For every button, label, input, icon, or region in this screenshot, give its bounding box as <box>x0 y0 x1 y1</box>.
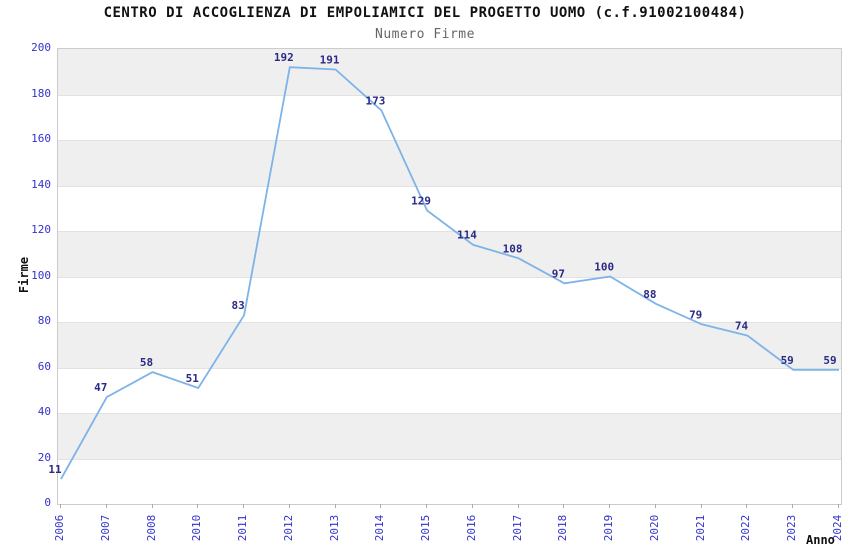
data-point-label: 173 <box>365 94 385 107</box>
x-tick-label: 2014 <box>373 514 387 542</box>
gridline <box>58 413 841 414</box>
gridline <box>58 322 841 323</box>
data-point-label: 58 <box>140 356 153 369</box>
plot-band <box>58 140 841 186</box>
x-tick-mark <box>380 504 382 508</box>
x-tick-mark <box>700 504 702 508</box>
gridline <box>58 94 841 96</box>
x-tick-label: 2007 <box>98 514 112 542</box>
x-tick-label: 2017 <box>510 514 524 542</box>
y-tick-label: 80 <box>37 314 51 327</box>
data-point-label: 11 <box>48 463 62 476</box>
data-point-label: 88 <box>643 288 656 301</box>
x-tick-mark <box>746 504 748 508</box>
x-tick-label: 2010 <box>190 514 204 542</box>
y-tick-label: 200 <box>31 41 51 54</box>
x-tick-mark <box>517 504 519 508</box>
x-tick-label: 2021 <box>693 514 707 542</box>
data-point-label: 108 <box>503 242 523 255</box>
y-tick-label: 40 <box>37 405 51 418</box>
data-point-label: 79 <box>689 308 702 321</box>
data-point-label: 83 <box>231 299 244 312</box>
plot-band <box>58 49 841 95</box>
x-tick-mark <box>151 504 153 508</box>
x-tick-label: 2023 <box>785 514 799 542</box>
y-tick-label: 120 <box>31 223 51 236</box>
plot-area: 11 47 58 51 83 192 191 173 129 114 108 97 100 88 79 74 5… <box>48 48 842 505</box>
y-tick-label: 100 <box>31 268 51 282</box>
x-tick-mark <box>105 504 107 508</box>
x-tick-label: 2016 <box>464 514 478 542</box>
gridline <box>58 231 841 232</box>
x-tick-mark <box>197 504 199 508</box>
line-series-canvas: 11 47 58 51 83 192 191 173 129 114 108 97 100 88 79 74 5… <box>48 51 839 480</box>
gridline <box>58 276 841 278</box>
plot-band <box>58 367 841 413</box>
plot-band <box>58 322 841 368</box>
plot-band <box>58 276 841 322</box>
data-point-label: 51 <box>186 372 200 385</box>
data-point-label: 47 <box>94 381 107 394</box>
data-point-label: 129 <box>411 195 431 208</box>
gridline <box>58 185 841 187</box>
chart-subtitle: Numero Firme <box>375 27 475 42</box>
x-tick-mark <box>609 504 611 508</box>
data-point-label: 74 <box>735 320 749 333</box>
x-tick-label: 2018 <box>556 514 570 542</box>
x-tick-mark <box>792 504 794 508</box>
x-tick-mark <box>60 504 61 508</box>
plot-band <box>58 231 841 277</box>
data-point-label: 114 <box>457 229 477 242</box>
plot-band <box>58 413 841 459</box>
x-tick-mark <box>243 504 245 508</box>
x-tick-mark <box>838 504 839 508</box>
x-tick-label: 2008 <box>144 514 158 542</box>
plot-band <box>58 458 841 504</box>
gridline <box>58 140 841 141</box>
y-tick-label: 20 <box>37 450 51 464</box>
data-point-label: 192 <box>274 51 294 64</box>
data-point-label: 59 <box>781 354 794 367</box>
plot-band <box>58 185 841 231</box>
x-axis-title: Anno <box>806 533 835 547</box>
y-tick-label: 180 <box>31 86 51 100</box>
x-tick-label: 2019 <box>602 514 616 542</box>
x-tick-mark <box>334 504 336 508</box>
data-point-label: 100 <box>594 261 614 274</box>
x-tick-mark <box>563 504 565 508</box>
x-tick-label: 2012 <box>281 514 295 542</box>
data-point-label: 97 <box>552 267 565 280</box>
plot-band <box>58 94 841 140</box>
gridline <box>58 367 841 369</box>
x-tick-mark <box>426 504 428 508</box>
data-point-label: 59 <box>823 354 836 367</box>
x-tick-label: 2022 <box>739 514 753 542</box>
y-tick-label: 160 <box>31 132 51 145</box>
x-tick-label: 2020 <box>647 514 661 542</box>
data-point-label: 191 <box>320 54 340 67</box>
gridline <box>58 458 841 460</box>
x-tick-label: 2013 <box>327 514 341 542</box>
x-tick-label: 2006 <box>53 514 66 542</box>
y-tick-label: 0 <box>44 496 51 509</box>
x-tick-mark <box>288 504 290 508</box>
x-tick-label: 2015 <box>419 514 433 542</box>
y-tick-label: 60 <box>37 359 51 373</box>
x-tick-mark <box>471 504 473 508</box>
chart-title: CENTRO DI ACCOGLIENZA DI EMPOLIAMICI DEL… <box>103 5 747 21</box>
y-tick-label: 140 <box>31 177 51 191</box>
line-series <box>60 66 839 480</box>
x-tick-mark <box>654 504 656 508</box>
x-tick-label: 2011 <box>236 514 250 542</box>
